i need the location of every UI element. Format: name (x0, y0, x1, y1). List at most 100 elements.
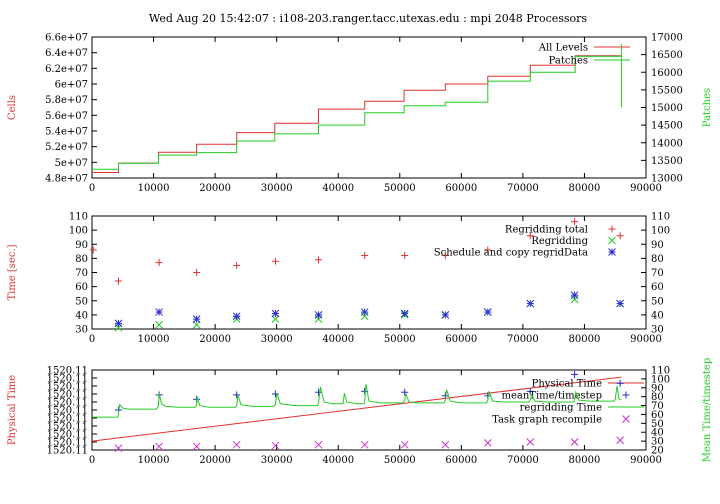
series-schedule-and-copy-regriddata-point (526, 299, 535, 308)
y-tick-label: 6e+07 (55, 80, 88, 91)
x-tick-label: 40000 (322, 334, 354, 345)
series-task-graph-recompile-point (616, 436, 625, 445)
series-regridding-total-point (271, 257, 279, 265)
y2-tick-label: 70 (651, 401, 664, 412)
y2-tick-label: 14000 (651, 138, 683, 149)
x-tick-label: 20000 (199, 455, 231, 466)
x-tick-label: 30000 (261, 183, 293, 194)
y2-tick-label: 100 (651, 226, 670, 237)
y2-tick-label: 30 (651, 437, 664, 448)
series-regridding-total-point (401, 252, 409, 260)
y-tick-label: 110 (69, 212, 88, 223)
legend-label: Schedule and copy regridData (434, 248, 588, 259)
legend-marker (608, 236, 616, 245)
x-tick-label: 70000 (507, 455, 539, 466)
series-schedule-and-copy-regriddata-point (570, 291, 579, 299)
legend-label: Regridding (531, 236, 588, 247)
x-tick-label: 70000 (507, 183, 539, 194)
legend-label: Regridding total (505, 225, 588, 236)
legend-label: All Levels (538, 43, 588, 54)
y-tick-label: 1520.11 (47, 438, 88, 449)
legend-label: Patches (549, 56, 588, 67)
y-tick-label: 6.6e+07 (45, 33, 88, 44)
y-tick-label: 6.2e+07 (45, 64, 88, 75)
x-tick-label: 50000 (384, 183, 416, 194)
y2-tick-label: 17000 (651, 33, 683, 44)
y-tick-label: 100 (69, 226, 88, 237)
series-task-graph-recompile-point (441, 440, 450, 449)
series-regridding-total-point (361, 252, 369, 260)
series-task-graph-recompile-point (192, 442, 201, 451)
series-regridding-total-point (616, 232, 624, 240)
series-regridding-total-point (233, 261, 241, 269)
x-tick-label: 0 (89, 334, 95, 345)
y2-tick-label: 15000 (651, 103, 683, 114)
y-tick-label: 80 (75, 254, 88, 265)
series-all-levels-line (92, 55, 622, 173)
y-tick-label: 40 (75, 310, 88, 321)
x-tick-label: 90000 (630, 455, 662, 466)
x-tick-label: 80000 (569, 455, 601, 466)
legend-marker (622, 391, 630, 399)
y2-tick-label: 50 (651, 296, 664, 307)
legend-marker (608, 225, 616, 233)
y-tick-label: 1520.11 (47, 422, 88, 433)
x-tick-label: 10000 (138, 183, 170, 194)
y-axis-title: Time [sec.] (7, 244, 18, 300)
x-tick-label: 10000 (138, 455, 170, 466)
y-tick-label: 5.2e+07 (45, 142, 88, 153)
series-regridding-total-point (315, 256, 323, 264)
y-tick-label: 1520.11 (47, 382, 88, 393)
y-tick-label: 1520.11 (47, 430, 88, 441)
series-regridding-total-point (526, 232, 534, 240)
y-tick-label: 1520.11 (47, 374, 88, 385)
y-tick-label: 50 (75, 296, 88, 307)
x-tick-label: 90000 (630, 334, 662, 345)
y2-tick-label: 20 (651, 446, 664, 457)
y2-tick-label: 16000 (651, 68, 683, 79)
y2-tick-label: 40 (651, 428, 664, 439)
y2-tick-label: 15500 (651, 85, 683, 96)
series-task-graph-recompile-point (232, 440, 241, 449)
series-task-graph-recompile-point (155, 442, 163, 451)
series-regridding-total-point (484, 246, 492, 254)
series-task-graph-recompile-point (360, 440, 369, 449)
y2-tick-label: 60 (651, 282, 664, 293)
series-schedule-and-copy-regriddata-point (400, 309, 409, 318)
x-tick-label: 20000 (199, 334, 231, 345)
x-tick-label: 90000 (630, 183, 662, 194)
legend-label: Task graph recompile (492, 415, 602, 426)
series-regridding-point (155, 320, 163, 329)
legend-label: meanTime/timestep (501, 391, 602, 402)
series-schedule-and-copy-regriddata-point (360, 308, 369, 316)
series-meantime-timestep-point (571, 370, 579, 378)
series-task-graph-recompile-point (400, 440, 409, 449)
y-tick-label: 1520.11 (47, 398, 88, 409)
series-patches-line (92, 44, 622, 170)
x-tick-label: 10000 (138, 334, 170, 345)
series-schedule-and-copy-regriddata-point (155, 308, 163, 316)
y-tick-label: 5.4e+07 (45, 127, 88, 138)
series-regridding-total-point (114, 277, 122, 285)
x-tick-label: 60000 (445, 183, 477, 194)
y-tick-label: 5.6e+07 (45, 111, 88, 122)
y-tick-label: 6.4e+07 (45, 48, 88, 59)
x-tick-label: 30000 (261, 455, 293, 466)
y-tick-label: 70 (75, 268, 88, 279)
x-tick-label: 80000 (569, 183, 601, 194)
y2-axis-title: Mean Time/timestep (702, 358, 713, 462)
series-regridding-total-point (155, 259, 163, 267)
series-task-graph-recompile-point (271, 441, 280, 450)
series-meantime-timestep-point (271, 390, 279, 398)
x-tick-label: 60000 (445, 334, 477, 345)
x-tick-label: 50000 (384, 334, 416, 345)
y-tick-label: 90 (75, 240, 88, 251)
legend-label: regridding Time (520, 403, 602, 414)
x-tick-label: 40000 (322, 183, 354, 194)
x-tick-label: 60000 (445, 455, 477, 466)
legend-label: Physical Time (532, 379, 602, 390)
series-meantime-timestep-point (315, 388, 323, 396)
legend-marker (622, 415, 630, 423)
series-meantime-timestep-point (526, 387, 534, 395)
series-regridding-point (271, 315, 280, 323)
